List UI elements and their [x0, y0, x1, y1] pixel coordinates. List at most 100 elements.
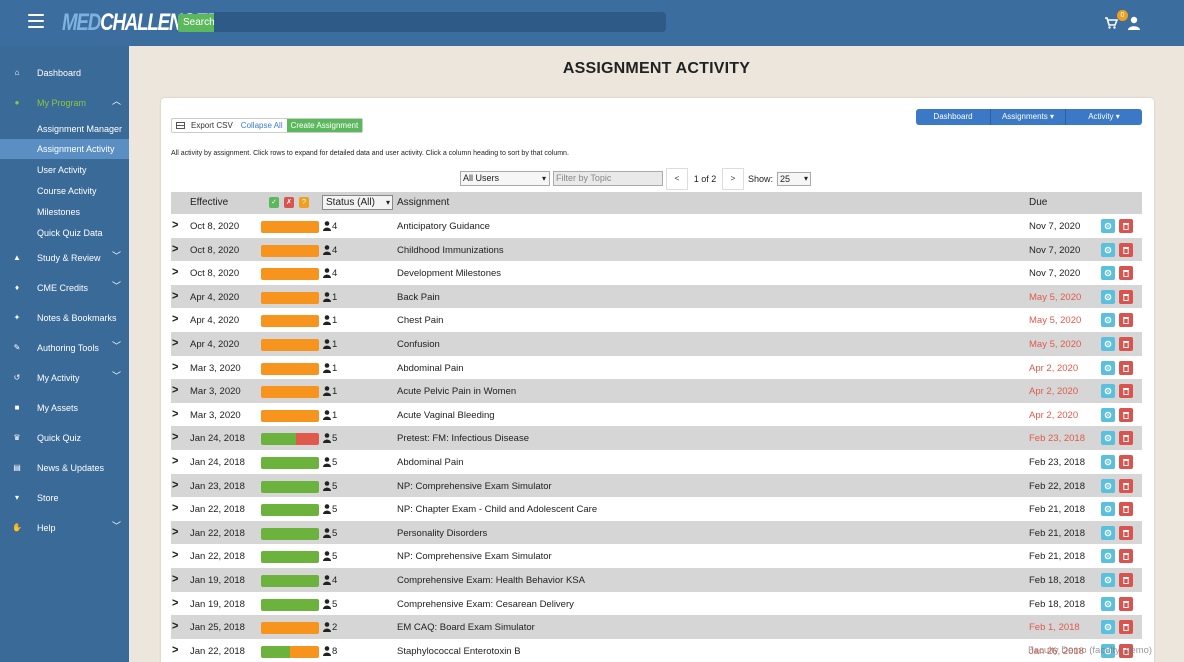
sidebar-subitem-quick-quiz-data[interactable]: Quick Quiz Data [37, 228, 103, 238]
sidebar-subitem-assignment-activity[interactable]: Assignment Activity [0, 139, 129, 159]
delete-button[interactable] [1119, 219, 1133, 233]
table-row[interactable]: > Jan 24, 2018 5 Abdominal Pain Feb 23, 2018 [171, 450, 1142, 474]
collapse-all-button[interactable]: Collapse All [240, 121, 283, 130]
expand-chevron-icon[interactable]: > [172, 218, 179, 232]
delete-button[interactable] [1119, 407, 1133, 422]
chevron-down-icon[interactable]: ﹀ [111, 251, 121, 261]
expand-chevron-icon[interactable]: > [172, 572, 179, 586]
expand-chevron-icon[interactable]: > [172, 501, 179, 515]
delete-button[interactable] [1119, 455, 1133, 469]
delete-button[interactable] [1119, 337, 1133, 351]
expand-chevron-icon[interactable]: > [172, 289, 179, 303]
delete-button[interactable] [1119, 242, 1133, 257]
sidebar-item-notes-bookmarks[interactable]: ✦ Notes & Bookmarks [13, 313, 117, 323]
table-row[interactable]: > Oct 8, 2020 4 Development Milestones Nov 7… [171, 261, 1142, 285]
sidebar-subitem-course-activity[interactable]: Course Activity [37, 186, 97, 196]
expand-chevron-icon[interactable]: > [172, 477, 179, 492]
table-row[interactable]: > Jan 22, 2018 8 Staphylococcal Enterotoxin… [171, 639, 1142, 662]
sidebar-item-cme-credits[interactable]: ♦ CME Credits ﹀ [0, 277, 129, 299]
sidebar-item-help[interactable]: ✋ Help ﹀ [12, 521, 121, 533]
table-row[interactable]: > Jan 22, 2018 5 NP: Chapter Exam - Child a… [171, 497, 1142, 521]
chevron-down-icon[interactable]: ﹀ [111, 281, 121, 291]
pending-status-icon[interactable]: ? [299, 197, 309, 208]
sidebar-item-quick-quiz[interactable]: ♛ Quick Quiz [13, 433, 82, 443]
settings-button[interactable] [1101, 596, 1115, 611]
topic-filter-input[interactable]: Filter by Topic [553, 171, 663, 186]
export-csv-button[interactable]: Export CSV [172, 119, 237, 132]
delete-button[interactable] [1119, 525, 1133, 540]
settings-button[interactable] [1101, 384, 1115, 399]
sidebar-item-my-assets[interactable]: ■ My Assets [0, 397, 129, 419]
chevron-down-icon[interactable]: ﹀ [111, 371, 121, 381]
nav-activity-dropdown[interactable]: Activity ▾ [1066, 109, 1142, 125]
expand-chevron-icon[interactable]: > [172, 430, 179, 444]
search-input[interactable] [214, 12, 666, 32]
nav-assignments-dropdown[interactable]: Assignments ▾ [991, 109, 1066, 125]
chevron-up-icon[interactable]: ︿ [111, 96, 121, 106]
assignment-column-header[interactable]: Assignment [397, 197, 450, 208]
user-icon[interactable] [1127, 16, 1141, 30]
expand-chevron-icon[interactable]: > [172, 548, 179, 562]
search-button[interactable]: Search [178, 14, 220, 32]
settings-button[interactable] [1101, 313, 1115, 328]
settings-button[interactable] [1101, 219, 1115, 233]
table-row[interactable]: > Jan 23, 2018 5 NP: Comprehensive Exam Sim… [171, 473, 1142, 498]
delete-button[interactable] [1119, 502, 1133, 517]
sidebar-subitem-milestones[interactable]: Milestones [37, 207, 81, 217]
delete-button[interactable] [1119, 289, 1133, 304]
settings-button[interactable] [1101, 360, 1115, 375]
settings-button[interactable] [1101, 643, 1115, 658]
page-size-select[interactable]: 25 ▾ [777, 172, 811, 186]
sidebar-subitem-assignment-manager[interactable]: Assignment Manager [37, 124, 123, 134]
expand-chevron-icon[interactable]: > [172, 525, 179, 539]
expand-chevron-icon[interactable]: > [172, 454, 179, 468]
settings-button[interactable] [1101, 431, 1115, 446]
expand-chevron-icon[interactable]: > [172, 359, 179, 374]
delete-button[interactable] [1119, 360, 1133, 375]
failed-status-icon[interactable]: ✗ [284, 197, 294, 208]
sidebar-item-authoring-tools[interactable]: ✎ Authoring Tools ﹀ [13, 341, 121, 353]
table-row[interactable]: > Jan 19, 2018 4 Comprehensive Exam: Health… [171, 568, 1142, 592]
sidebar-item-my-activity[interactable]: ↺ My Activity ﹀ [13, 371, 121, 383]
table-row[interactable]: > Jan 25, 2018 2 EM CAQ: Board Exam Simulat… [171, 615, 1142, 639]
effective-column-header[interactable]: Effective [190, 197, 229, 208]
expand-chevron-icon[interactable]: > [172, 312, 179, 326]
chevron-down-icon[interactable]: ﹀ [111, 341, 121, 351]
table-row[interactable]: > Jan 22, 2018 5 Personality Disorders Feb 2… [171, 520, 1142, 545]
settings-button[interactable] [1101, 337, 1115, 351]
table-row[interactable]: > Jan 22, 2018 5 NP: Comprehensive Exam Sim… [171, 544, 1142, 568]
sidebar-item-news-updates[interactable]: ▤ News & Updates [13, 463, 105, 473]
table-row[interactable]: > Apr 4, 2020 1 Chest Pain May 5, 2020 [171, 308, 1142, 332]
settings-button[interactable] [1101, 478, 1115, 493]
settings-button[interactable] [1101, 549, 1115, 564]
expand-chevron-icon[interactable]: > [172, 619, 179, 633]
delete-button[interactable] [1119, 313, 1133, 328]
hamburger-menu-icon[interactable] [28, 14, 44, 28]
create-assignment-button[interactable]: Create Assignment [286, 119, 363, 132]
expand-chevron-icon[interactable]: > [172, 241, 179, 256]
table-row[interactable]: > Mar 3, 2020 1 Acute Pelvic Pain in Women A… [171, 379, 1142, 403]
expand-chevron-icon[interactable]: > [172, 383, 179, 397]
delete-button[interactable] [1119, 596, 1133, 611]
nav-dashboard-button[interactable]: Dashboard [916, 109, 991, 125]
cart-icon[interactable] [1104, 16, 1118, 30]
settings-button[interactable] [1101, 407, 1115, 422]
prev-page-button[interactable]: < [666, 168, 688, 190]
table-row[interactable]: > Mar 3, 2020 1 Abdominal Pain Apr 2, 2020 [171, 356, 1142, 380]
table-row[interactable]: > Mar 3, 2020 1 Acute Vaginal Bleeding Apr 2… [171, 403, 1142, 427]
expand-chevron-icon[interactable]: > [172, 595, 179, 610]
table-row[interactable]: > Oct 8, 2020 4 Childhood Immunizations Nov … [171, 237, 1142, 262]
expand-chevron-icon[interactable]: > [172, 643, 179, 657]
expand-chevron-icon[interactable]: > [172, 336, 179, 350]
users-select[interactable]: All Users ▾ [460, 171, 550, 186]
delete-button[interactable] [1119, 620, 1133, 635]
sidebar-subitem-user-activity[interactable]: User Activity [37, 165, 87, 175]
table-row[interactable]: > Jan 24, 2018 5 Pretest: FM: Infectious Di… [171, 426, 1142, 450]
settings-button[interactable] [1101, 502, 1115, 517]
delete-button[interactable] [1119, 478, 1133, 493]
delete-button[interactable] [1119, 384, 1133, 399]
delete-button[interactable] [1119, 431, 1133, 446]
settings-button[interactable] [1101, 573, 1115, 587]
sidebar-item-store[interactable]: ▾ Store [0, 487, 129, 509]
settings-button[interactable] [1101, 620, 1115, 635]
